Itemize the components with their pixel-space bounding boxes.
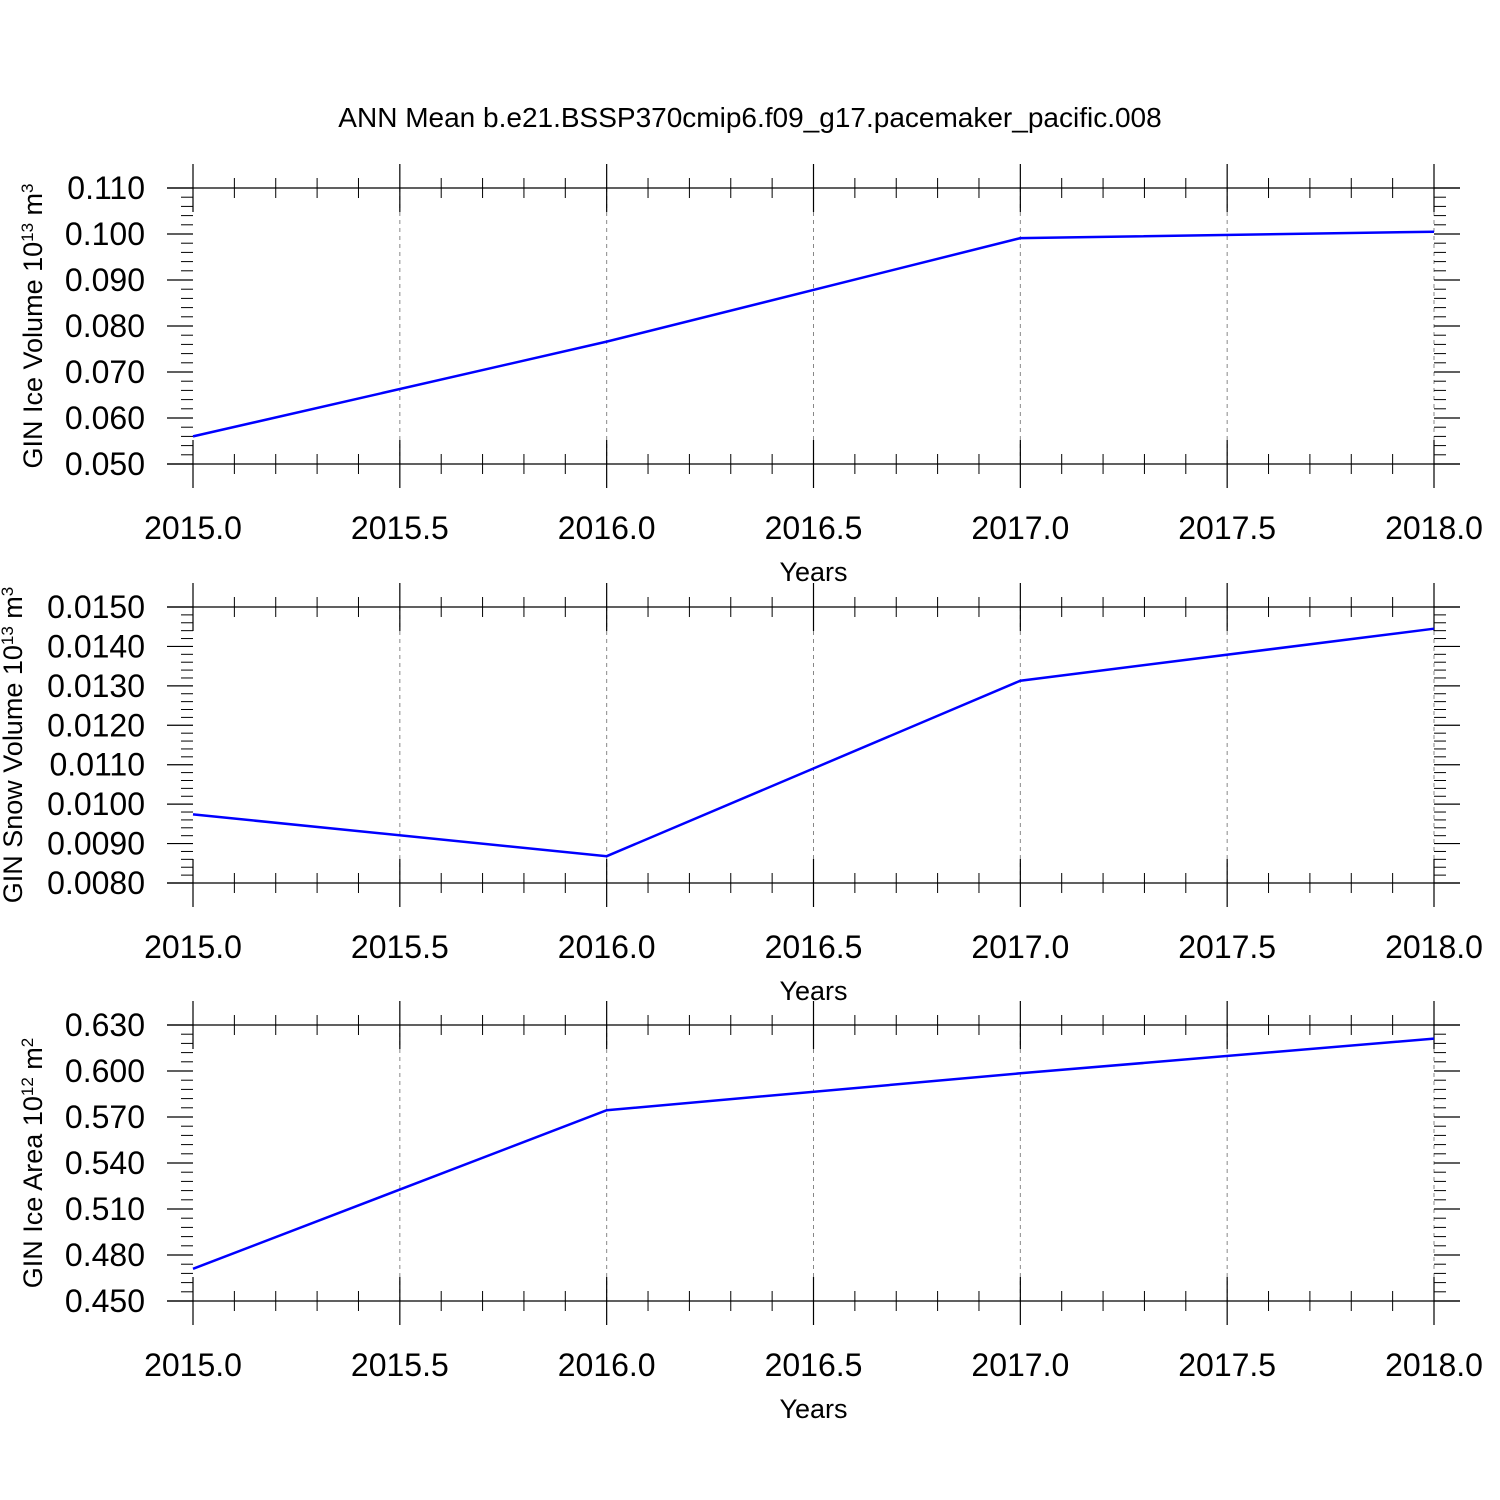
x-tick-label: 2016.5 <box>765 510 863 546</box>
y-axis-label-superscript: 2 <box>18 1038 37 1047</box>
x-tick-label: 2016.0 <box>558 1347 656 1383</box>
x-tick-label: 2018.0 <box>1385 510 1483 546</box>
y-axis-label-part: m <box>0 596 28 626</box>
y-tick-label: 0.540 <box>65 1145 145 1181</box>
y-tick-label: 0.0120 <box>47 707 145 743</box>
y-axis-label: GIN Ice Area 1012 m2 <box>18 1038 48 1289</box>
x-tick-label: 2016.5 <box>765 1347 863 1383</box>
y-axis-label-part: m <box>18 193 48 223</box>
chart-panels: 0.050 0.060 0.070 0.080 0.090 0.100 0.110 2015.… <box>0 164 1483 1424</box>
y-axis-label-part: GIN Ice Area 10 <box>18 1096 48 1288</box>
x-tick-label: 2016.5 <box>765 929 863 965</box>
figure-title: ANN Mean b.e21.BSSP370cmip6.f09_g17.pace… <box>338 102 1161 133</box>
y-tick-label: 0.570 <box>65 1099 145 1135</box>
x-tick-label: 2017.5 <box>1178 1347 1276 1383</box>
y-tick-label: 0.450 <box>65 1283 145 1319</box>
y-tick-label: 0.600 <box>65 1053 145 1089</box>
y-axis-label: GIN Snow Volume 1013 m3 <box>0 587 28 904</box>
y-axis-label-superscript: 3 <box>0 587 17 596</box>
chart-panel-1: 0.050 0.060 0.070 0.080 0.090 0.100 0.110 2015.… <box>18 164 1483 587</box>
y-axis-label-part: m <box>18 1047 48 1077</box>
x-axis-label: Years <box>779 557 847 587</box>
y-axis-label: GIN Ice Volume 1013 m3 <box>18 183 48 468</box>
x-tick-label: 2017.0 <box>971 510 1069 546</box>
y-tick-label: 0.0090 <box>47 826 145 862</box>
y-tick-label: 0.070 <box>65 354 145 390</box>
y-tick-label: 0.0100 <box>47 786 145 822</box>
x-tick-label: 2017.0 <box>971 929 1069 965</box>
y-tick-label: 0.0150 <box>47 589 145 625</box>
y-tick-label: 0.090 <box>65 262 145 298</box>
x-tick-label: 2018.0 <box>1385 929 1483 965</box>
y-axis-label-superscript: 12 <box>18 1077 37 1096</box>
y-axis-label-part: GIN Ice Volume 10 <box>18 242 48 469</box>
x-tick-label: 2015.5 <box>351 510 449 546</box>
y-tick-label: 0.0130 <box>47 668 145 704</box>
x-tick-label: 2016.0 <box>558 929 656 965</box>
x-tick-label: 2015.0 <box>144 929 242 965</box>
x-tick-label: 2015.0 <box>144 510 242 546</box>
x-tick-label: 2017.0 <box>971 1347 1069 1383</box>
y-tick-label: 0.0080 <box>47 865 145 901</box>
y-tick-label: 0.480 <box>65 1237 145 1273</box>
x-tick-label: 2017.5 <box>1178 510 1276 546</box>
y-tick-label: 0.080 <box>65 308 145 344</box>
y-tick-label: 0.110 <box>67 170 145 206</box>
x-tick-label: 2015.5 <box>351 1347 449 1383</box>
y-axis-label-superscript: 13 <box>0 626 17 645</box>
x-axis-label: Years <box>779 1394 847 1424</box>
y-tick-label: 0.510 <box>65 1191 145 1227</box>
y-tick-label: 0.050 <box>65 446 145 482</box>
chart-panel-3: 0.450 0.480 0.510 0.540 0.570 0.600 0.630 2015.… <box>18 1001 1483 1424</box>
y-axis-label-part: GIN Snow Volume 10 <box>0 645 28 903</box>
x-tick-label: 2016.0 <box>558 510 656 546</box>
y-axis-label-superscript: 13 <box>18 223 37 242</box>
y-tick-label: 0.630 <box>65 1007 145 1043</box>
x-tick-label: 2015.0 <box>144 1347 242 1383</box>
x-tick-label: 2015.5 <box>351 929 449 965</box>
y-tick-label: 0.060 <box>65 400 145 436</box>
y-tick-label: 0.0140 <box>47 628 145 664</box>
y-axis-label-superscript: 3 <box>18 183 37 192</box>
x-tick-label: 2017.5 <box>1178 929 1276 965</box>
y-tick-label: 0.100 <box>65 216 145 252</box>
series-line-1 <box>192 1037 1435 1270</box>
y-tick-label: 0.0110 <box>50 747 146 783</box>
x-tick-label: 2018.0 <box>1385 1347 1483 1383</box>
series-line-1 <box>192 627 1435 858</box>
series-line-1 <box>192 230 1435 438</box>
